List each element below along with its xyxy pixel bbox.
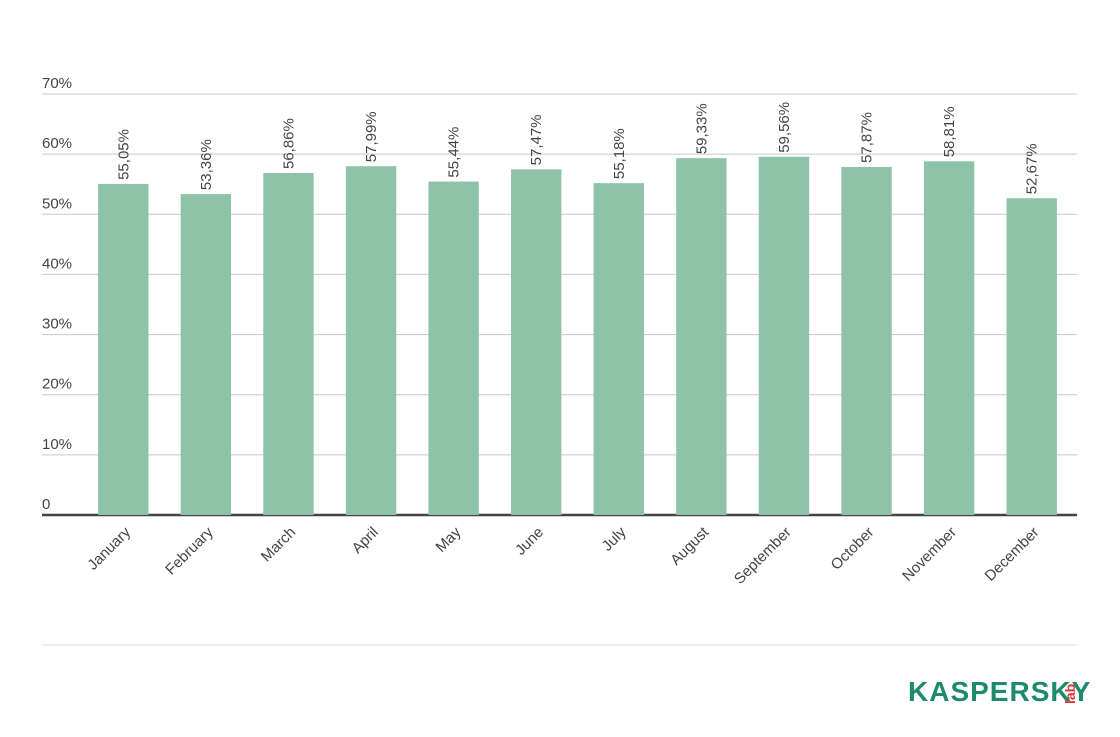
bar: [180, 194, 232, 516]
bar: [345, 166, 397, 515]
y-tick-label: 10%: [42, 436, 72, 453]
bar: [841, 166, 892, 515]
x-tick-label: September: [731, 524, 795, 588]
x-tick-label: November: [899, 524, 960, 585]
x-tick-label: July: [599, 523, 630, 554]
value-label: 55,05%: [115, 129, 132, 180]
logo-suffix: lab: [1062, 684, 1078, 704]
y-tick-label: 70%: [42, 75, 72, 92]
value-label: 55,18%: [611, 128, 628, 179]
y-tick-label: 30%: [42, 316, 72, 333]
value-label: 58,81%: [941, 106, 958, 157]
logo: KASPERSKY: [908, 676, 1091, 707]
bar: [263, 173, 314, 515]
y-tick-label: 60%: [42, 135, 72, 152]
value-label: 53,36%: [198, 139, 215, 190]
bar: [923, 161, 975, 515]
value-label: 59,33%: [693, 103, 710, 154]
x-tick-label: January: [84, 523, 134, 573]
y-tick-label: 40%: [42, 255, 72, 272]
y-tick-label: 50%: [42, 195, 72, 212]
bar: [428, 181, 479, 515]
x-tick-label: October: [828, 524, 878, 574]
value-label: 57,99%: [363, 111, 380, 162]
bar: [511, 169, 562, 515]
value-label: 57,87%: [859, 112, 876, 163]
x-tick-label: May: [432, 523, 464, 555]
bar: [676, 158, 727, 515]
x-tick-label: March: [258, 524, 299, 565]
value-label: 55,44%: [446, 127, 463, 178]
x-tick-label: April: [349, 524, 382, 557]
x-tick-label: February: [162, 523, 217, 578]
bar: [1006, 198, 1057, 515]
x-tick-label: June: [512, 524, 547, 559]
bar: [758, 156, 810, 516]
value-label: 57,47%: [528, 114, 545, 165]
bar: [593, 183, 644, 515]
x-tick-label: August: [667, 523, 713, 569]
y-tick-label: 20%: [42, 376, 72, 393]
value-label: 59,56%: [776, 102, 793, 153]
x-tick-label: December: [982, 524, 1043, 585]
value-label: 56,86%: [280, 118, 297, 169]
value-label: 52,67%: [1024, 143, 1041, 194]
y-tick-label: 0: [42, 496, 50, 513]
bar: [98, 183, 149, 515]
